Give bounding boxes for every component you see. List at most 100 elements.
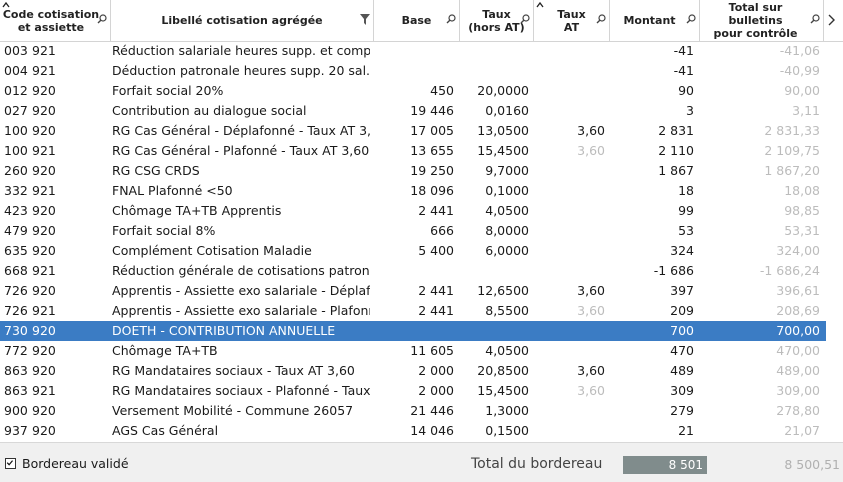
libelle-cell: Contribution au dialogue social xyxy=(112,103,307,118)
table-row[interactable]: 003 921 Réduction salariale heures supp. e… xyxy=(0,41,826,61)
table-row[interactable]: 730 920 DOETH - CONTRIBUTION ANNUELLE 700 70… xyxy=(0,321,826,341)
libelle-cell: Chômage TA+TB xyxy=(112,343,218,358)
table-row[interactable]: 423 920 Chômage TA+TB Apprentis 2 441 4,0500… xyxy=(0,201,826,221)
montant-cell: 324 xyxy=(670,243,694,258)
montant-cell: 18 xyxy=(678,183,694,198)
funnel-icon[interactable] xyxy=(360,14,370,25)
magnifier-icon[interactable] xyxy=(686,14,696,24)
table-row[interactable]: 668 921 Réduction générale de cotisations … xyxy=(0,261,826,281)
column-header-libelle[interactable]: Libellé cotisation agrégée xyxy=(111,0,374,41)
sort-ascending-icon[interactable] xyxy=(536,1,544,9)
base-cell xyxy=(374,61,454,81)
table-row[interactable]: 863 921 RG Mandataires sociaux - Plafonné … xyxy=(0,381,826,401)
taux-cell xyxy=(460,41,529,61)
montant-cell: 1 867 xyxy=(658,163,694,178)
magnifier-icon[interactable] xyxy=(520,14,530,24)
total-controle-cell: -41,06 xyxy=(779,43,820,58)
montant-cell: 209 xyxy=(670,303,694,318)
montant-cell: 2 831 xyxy=(658,123,694,138)
taux-at-cell xyxy=(534,341,605,361)
table-row[interactable]: 479 920 Forfait social 8% 666 8,0000 53 53,31 xyxy=(0,221,826,241)
code-assiette-cell: 921 xyxy=(32,183,56,198)
table-row[interactable]: 726 920 Apprentis - Assiette exo salariale… xyxy=(0,281,826,301)
taux-cell: 12,6500 xyxy=(477,283,529,298)
montant-cell: 21 xyxy=(678,423,694,438)
montant-cell: 309 xyxy=(670,383,694,398)
code-assiette-cell: 920 xyxy=(32,343,56,358)
magnifier-icon[interactable] xyxy=(810,14,820,24)
montant-cell: 700 xyxy=(670,323,694,338)
libelle-cell: Forfait social 20% xyxy=(112,83,224,98)
montant-cell: 489 xyxy=(670,363,694,378)
bordereau-valide-label[interactable]: Bordereau validé xyxy=(22,456,129,471)
column-header-libelle-label: Libellé cotisation agrégée xyxy=(161,14,323,27)
base-cell: 666 xyxy=(430,223,454,238)
table-row[interactable]: 772 920 Chômage TA+TB 11 605 4,0500 470 470,00 xyxy=(0,341,826,361)
table-row[interactable]: 937 920 AGS Cas Général 14 046 0,1500 21 21,07 xyxy=(0,421,826,441)
taux-at-cell: 3,60 xyxy=(577,123,605,138)
total-controle-cell: 18,08 xyxy=(784,183,820,198)
taux-cell: 4,0500 xyxy=(485,343,529,358)
column-header-montant[interactable]: Montant xyxy=(610,0,700,41)
table-row[interactable]: 012 920 Forfait social 20% 450 20,0000 90 90,0… xyxy=(0,81,826,101)
table-row[interactable]: 726 921 Apprentis - Assiette exo salariale… xyxy=(0,301,826,321)
taux-cell: 0,1500 xyxy=(485,423,529,438)
table-row[interactable]: 635 920 Complément Cotisation Maladie 5 400… xyxy=(0,241,826,261)
chevron-right-icon[interactable] xyxy=(826,14,836,26)
code-assiette-cell: 921 xyxy=(32,143,56,158)
taux-cell: 20,0000 xyxy=(477,83,529,98)
taux-at-cell: 3,60 xyxy=(577,283,605,298)
magnifier-icon[interactable] xyxy=(596,14,606,24)
code-assiette-cell: 920 xyxy=(32,323,56,338)
base-cell xyxy=(374,321,454,341)
montant-cell: 2 110 xyxy=(658,143,694,158)
code-cotisation-cell: 027 xyxy=(4,103,28,118)
magnifier-icon[interactable] xyxy=(97,14,107,24)
column-header-base[interactable]: Base xyxy=(374,0,460,41)
column-header-taux-at-label: Taux AT xyxy=(557,7,586,34)
libelle-cell: Réduction salariale heures supp. et comp… xyxy=(112,43,370,58)
column-header-total[interactable]: Total sur bulletins pour contrôle xyxy=(700,0,824,41)
table-row[interactable]: 100 921 RG Cas Général - Plafonné - Taux A… xyxy=(0,141,826,161)
sort-ascending-icon[interactable] xyxy=(2,1,10,9)
column-header-taux[interactable]: Taux (hors AT) xyxy=(460,0,534,41)
code-cotisation-cell: 332 xyxy=(4,183,28,198)
libelle-cell: Forfait social 8% xyxy=(112,223,216,238)
table-row[interactable]: 100 920 RG Cas Général - Déplafonné - Taux… xyxy=(0,121,826,141)
column-header-code[interactable]: Code cotisation et assiette xyxy=(0,0,111,41)
code-cotisation-cell: 635 xyxy=(4,243,28,258)
taux-at-cell xyxy=(534,101,605,121)
table-row[interactable]: 004 921 Déduction patronale heures supp. 2… xyxy=(0,61,826,81)
taux-cell: 4,0500 xyxy=(485,203,529,218)
table-row[interactable]: 332 921 FNAL Plafonné <50 18 096 0,1000 18 18,… xyxy=(0,181,826,201)
taux-at-cell xyxy=(534,181,605,201)
base-cell xyxy=(374,261,454,281)
taux-cell: 8,0000 xyxy=(485,223,529,238)
table-row[interactable]: 260 920 RG CSG CRDS 19 250 9,7000 1 867 1 867,… xyxy=(0,161,826,181)
bordereau-valide-checkbox[interactable] xyxy=(5,458,16,469)
table-row[interactable]: 863 920 RG Mandataires sociaux - Taux AT 3… xyxy=(0,361,826,381)
total-controle-cell: 3,11 xyxy=(792,103,820,118)
table-row[interactable]: 900 920 Versement Mobilité - Commune 26057… xyxy=(0,401,826,421)
table-row[interactable]: 027 920 Contribution au dialogue social 19 … xyxy=(0,101,826,121)
libelle-cell: Apprentis - Assiette exo salariale - Dép… xyxy=(112,283,370,298)
column-header-taux-at[interactable]: Taux AT xyxy=(534,0,610,41)
code-assiette-cell: 920 xyxy=(32,103,56,118)
libelle-cell: RG CSG CRDS xyxy=(112,163,200,178)
taux-at-cell: 3,60 xyxy=(577,303,605,318)
magnifier-icon[interactable] xyxy=(446,14,456,24)
taux-cell xyxy=(460,61,529,81)
code-assiette-cell: 920 xyxy=(32,203,56,218)
total-controle-cell: -40,99 xyxy=(779,63,820,78)
libelle-cell: Versement Mobilité - Commune 26057 xyxy=(112,403,354,418)
column-header-code-label: Code cotisation et assiette xyxy=(2,7,100,34)
libelle-cell: Complément Cotisation Maladie xyxy=(112,243,312,258)
footer-bar: Bordereau validé Total du bordereau 8 50… xyxy=(0,443,843,482)
total-controle-cell: 396,61 xyxy=(776,283,820,298)
libelle-cell: Déduction patronale heures supp. 20 sal.… xyxy=(112,63,370,78)
total-bordereau-value: 8 501 xyxy=(623,456,707,474)
code-assiette-cell: 921 xyxy=(32,43,56,58)
taux-cell: 15,4500 xyxy=(477,143,529,158)
taux-at-cell xyxy=(534,221,605,241)
base-cell: 14 046 xyxy=(410,423,454,438)
